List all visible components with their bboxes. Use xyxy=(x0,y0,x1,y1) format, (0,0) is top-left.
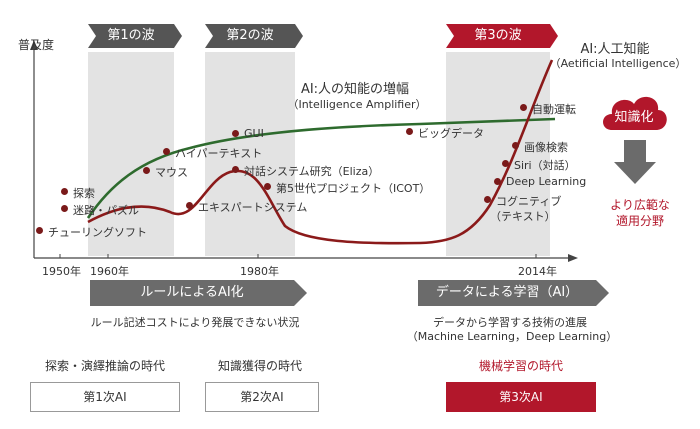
milestone-dot xyxy=(61,188,68,195)
era-3-box: 第3次AI xyxy=(446,382,596,412)
milestone-dot xyxy=(520,104,527,111)
milestone-cognitive-text: （テキスト） xyxy=(490,208,556,224)
milestone-icot: 第5世代プロジェクト（ICOT） xyxy=(276,180,430,196)
data-learning-description-2: （Machine Learning，Deep Learning） xyxy=(392,328,632,344)
milestone-autonomous-driving: 自動運転 xyxy=(532,101,576,117)
milestone-turing: チューリングソフト xyxy=(48,224,147,240)
result-line-1: より広範な xyxy=(590,196,690,213)
y-axis-label: 普及度 xyxy=(18,36,54,53)
x-tick-label-1950: 1950年 xyxy=(42,263,81,279)
milestone-dot xyxy=(186,202,193,209)
x-tick-label-1960: 1960年 xyxy=(90,263,129,279)
milestone-dot xyxy=(143,167,150,174)
milestone-dot xyxy=(494,178,501,185)
era-2-box: 第2次AI xyxy=(205,382,319,412)
x-tick-label-1980: 1980年 xyxy=(240,263,279,279)
era-3-title: 機械学習の時代 xyxy=(446,357,596,374)
milestone-cognitive: コグニティブ xyxy=(496,193,561,209)
milestone-dot xyxy=(512,142,519,149)
milestone-expert-system: エキスパートシステム xyxy=(198,199,307,215)
ia-annotation-title: AI:人の知能の増幅 xyxy=(290,78,420,97)
data-learning-approach-arrow: データによる学習（AI） xyxy=(418,280,596,306)
milestone-dot xyxy=(502,160,509,167)
rule-based-description: ルール記述コストにより発展できない状況 xyxy=(50,314,340,330)
x-tick-label-2014: 2014年 xyxy=(518,263,557,279)
ia-annotation-subtitle: （Intelligence Amplifier） xyxy=(272,96,442,112)
era-1-title: 探索・演繹推論の時代 xyxy=(30,357,180,374)
cloud-label: 知識化 xyxy=(598,106,670,125)
milestone-hypertext: ハイパーテキスト xyxy=(175,145,262,161)
milestone-dot xyxy=(163,148,170,155)
milestone-dot xyxy=(406,128,413,135)
ai-annotation-subtitle: （Aetificial Intelligence） xyxy=(538,55,698,71)
x-axis-arrow xyxy=(568,254,578,262)
milestone-image-search: 画像検索 xyxy=(524,139,568,155)
down-arrow-icon xyxy=(614,140,656,184)
milestone-siri: Siri（対話） xyxy=(514,157,576,173)
era-2-title: 知識獲得の時代 xyxy=(200,357,320,374)
milestone-dot xyxy=(61,205,68,212)
milestone-maze-puzzle: 迷路・パズル xyxy=(73,202,139,218)
milestone-dot xyxy=(484,196,491,203)
milestone-eliza: 対話システム研究（Eliza） xyxy=(244,163,379,179)
rule-based-approach-arrow: ルールによるAI化 xyxy=(90,280,294,306)
milestone-dot xyxy=(232,130,239,137)
milestone-search: 探索 xyxy=(73,185,95,201)
milestone-dot xyxy=(36,227,43,234)
milestone-gui: GUI xyxy=(244,127,264,140)
milestone-dot xyxy=(232,166,239,173)
result-line-2: 適用分野 xyxy=(590,212,690,229)
milestone-dot xyxy=(264,183,271,190)
milestone-mouse: マウス xyxy=(155,164,188,180)
milestone-big-data: ビッグデータ xyxy=(418,125,484,141)
milestone-deep-learning: Deep Learning xyxy=(506,175,586,188)
era-1-box: 第1次AI xyxy=(30,382,180,412)
